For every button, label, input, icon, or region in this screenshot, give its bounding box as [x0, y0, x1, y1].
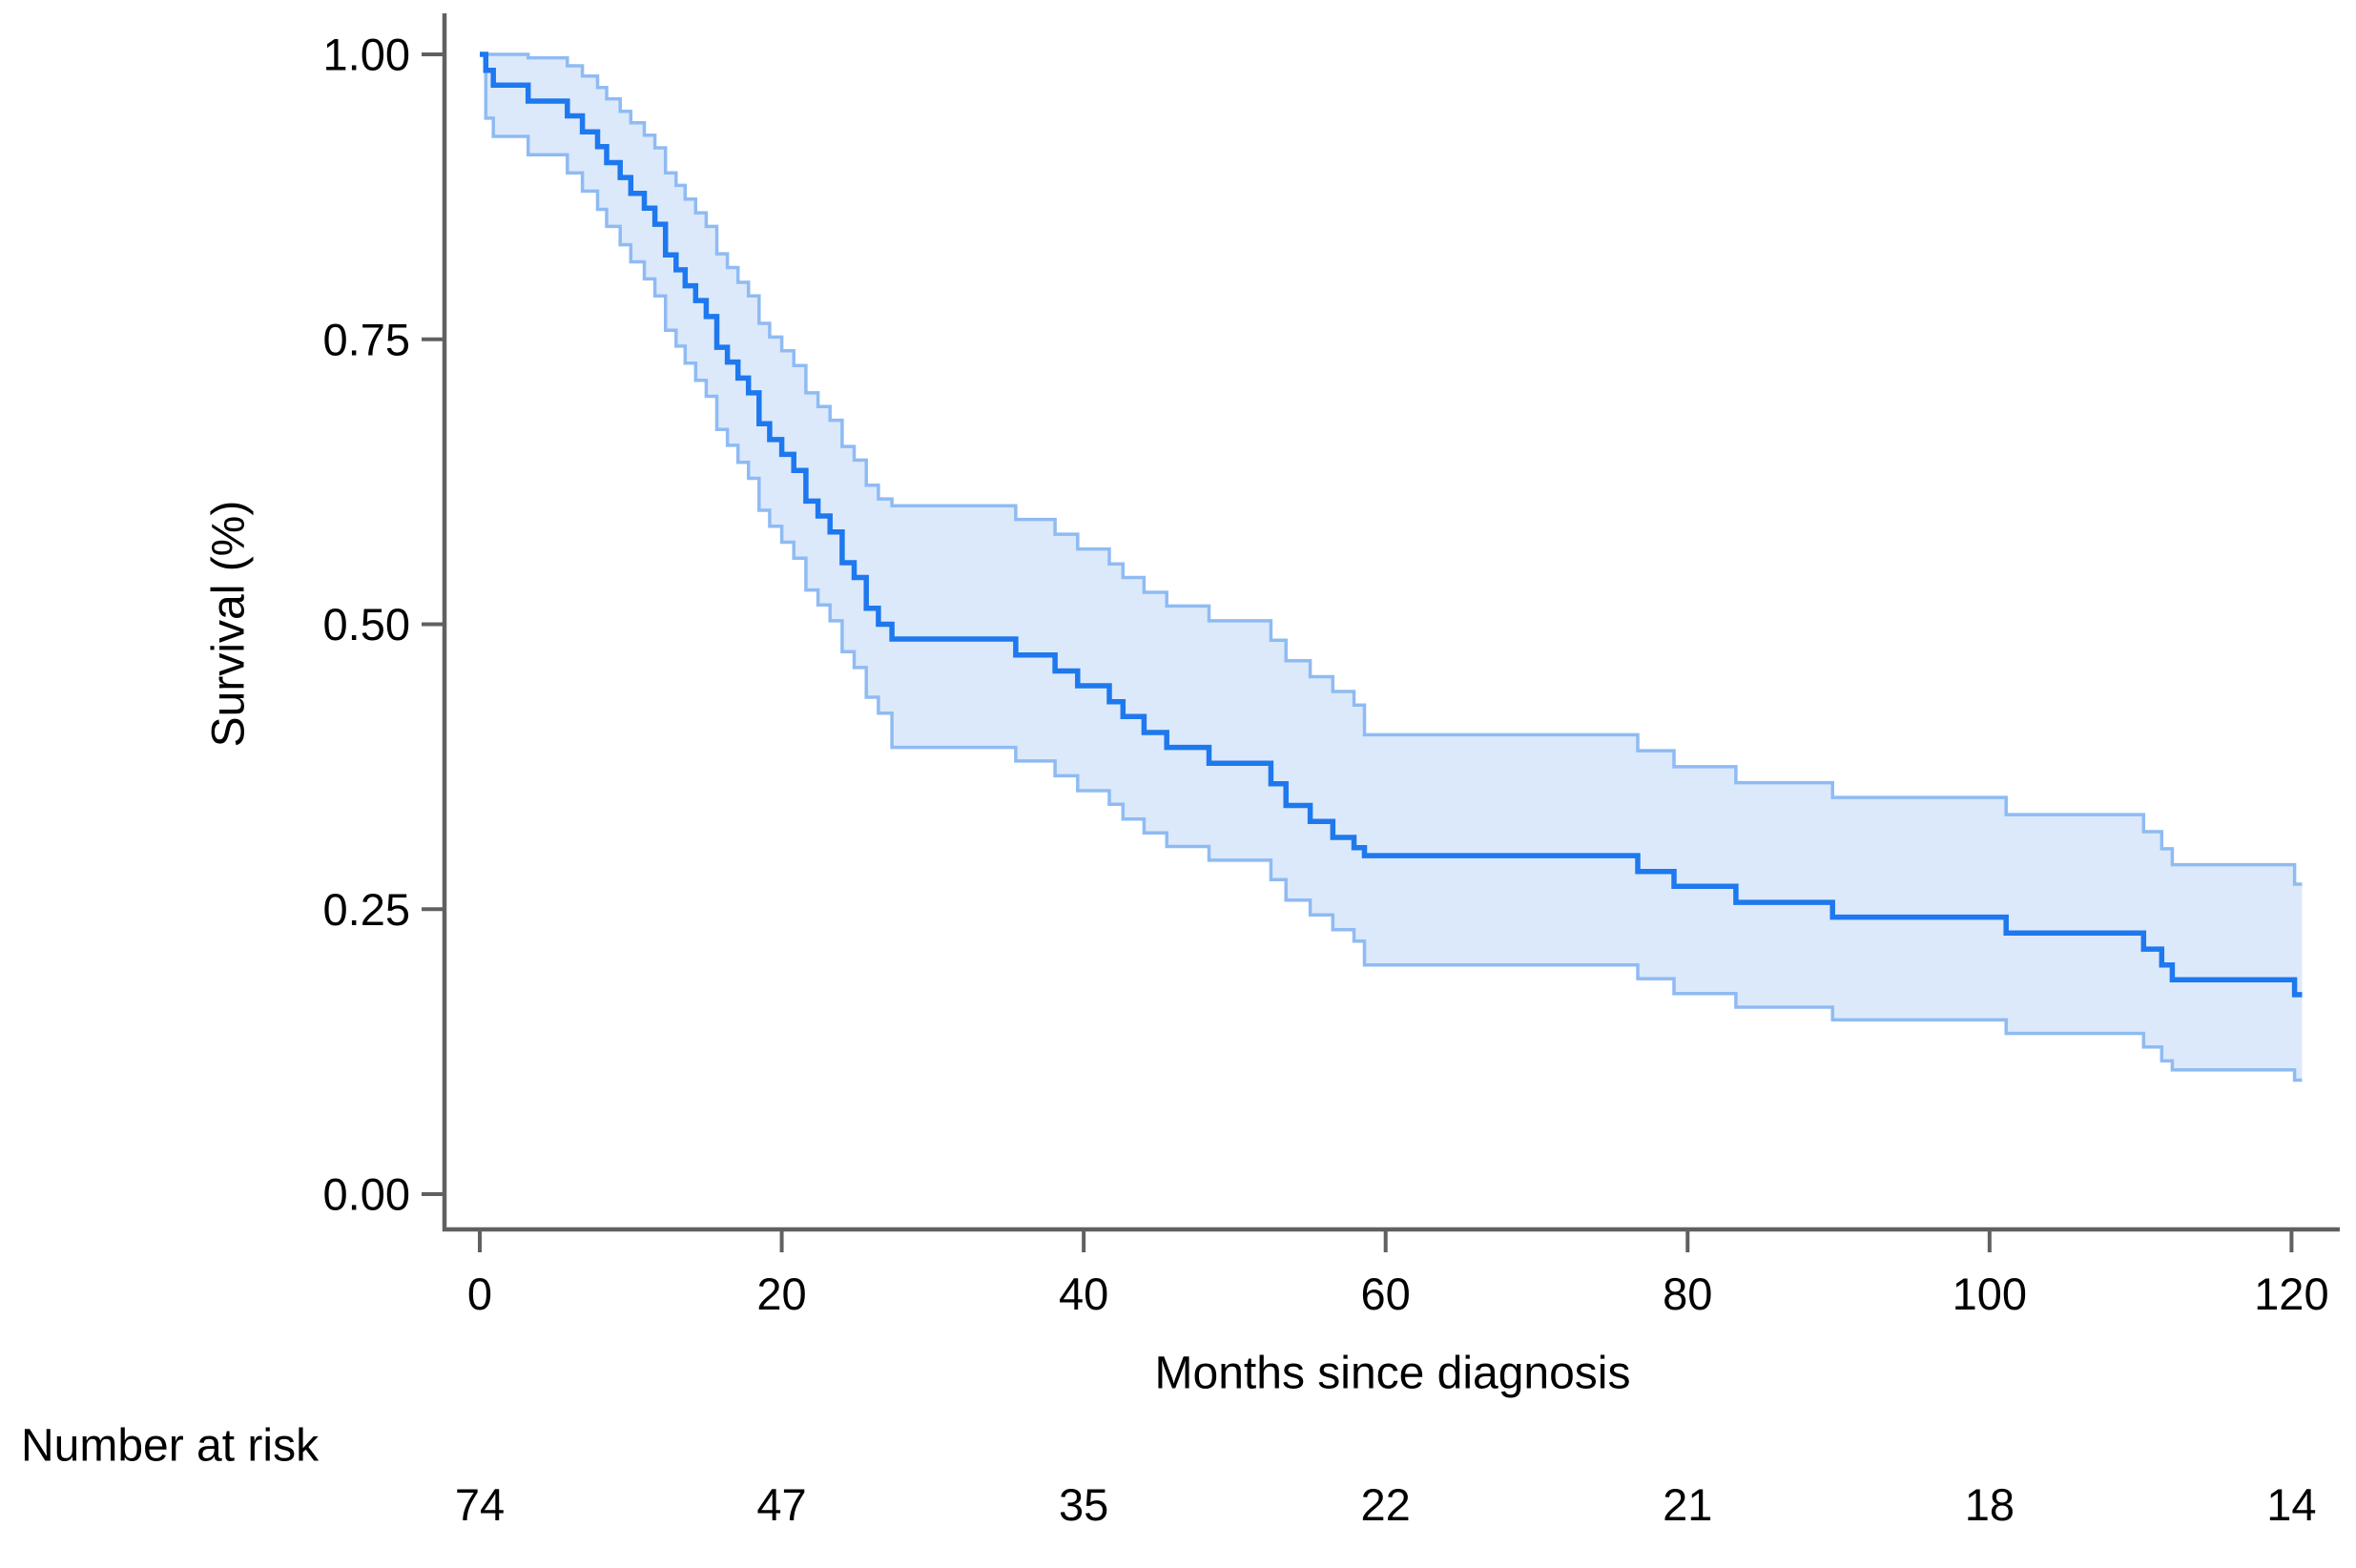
ci-upper-line: [480, 52, 2303, 886]
confidence-band: [480, 54, 2303, 1081]
y-tick-label: 0.75: [323, 314, 410, 364]
x-tick-label: 0: [467, 1269, 492, 1319]
ci-lower-line: [480, 52, 2303, 1083]
x-axis-title: Months since diagnosis: [1154, 1348, 1631, 1399]
x-tick-label: 40: [1059, 1269, 1108, 1319]
risk-count: 21: [1663, 1479, 1712, 1530]
x-tick-label: 20: [756, 1269, 806, 1319]
number-at-risk-label: Number at risk: [21, 1420, 320, 1472]
y-tick-label: 0.00: [323, 1169, 410, 1220]
risk-count: 74: [455, 1479, 505, 1530]
risk-count: 22: [1361, 1479, 1411, 1530]
x-tick-label: 60: [1361, 1269, 1411, 1319]
y-tick-label: 0.25: [323, 884, 410, 935]
risk-count: 14: [2266, 1479, 2316, 1530]
x-tick-label: 80: [1663, 1269, 1712, 1319]
y-tick-label: 0.50: [323, 599, 410, 650]
risk-count: 35: [1059, 1479, 1108, 1530]
y-axis-title: Survival (%): [203, 500, 255, 748]
risk-count: 47: [756, 1479, 806, 1530]
risk-count: 18: [1965, 1479, 2015, 1530]
x-tick-label: 100: [1953, 1269, 2027, 1319]
survival-curve: [480, 52, 2303, 998]
y-tick-label: 1.00: [323, 30, 410, 80]
x-tick-label: 120: [2254, 1269, 2328, 1319]
